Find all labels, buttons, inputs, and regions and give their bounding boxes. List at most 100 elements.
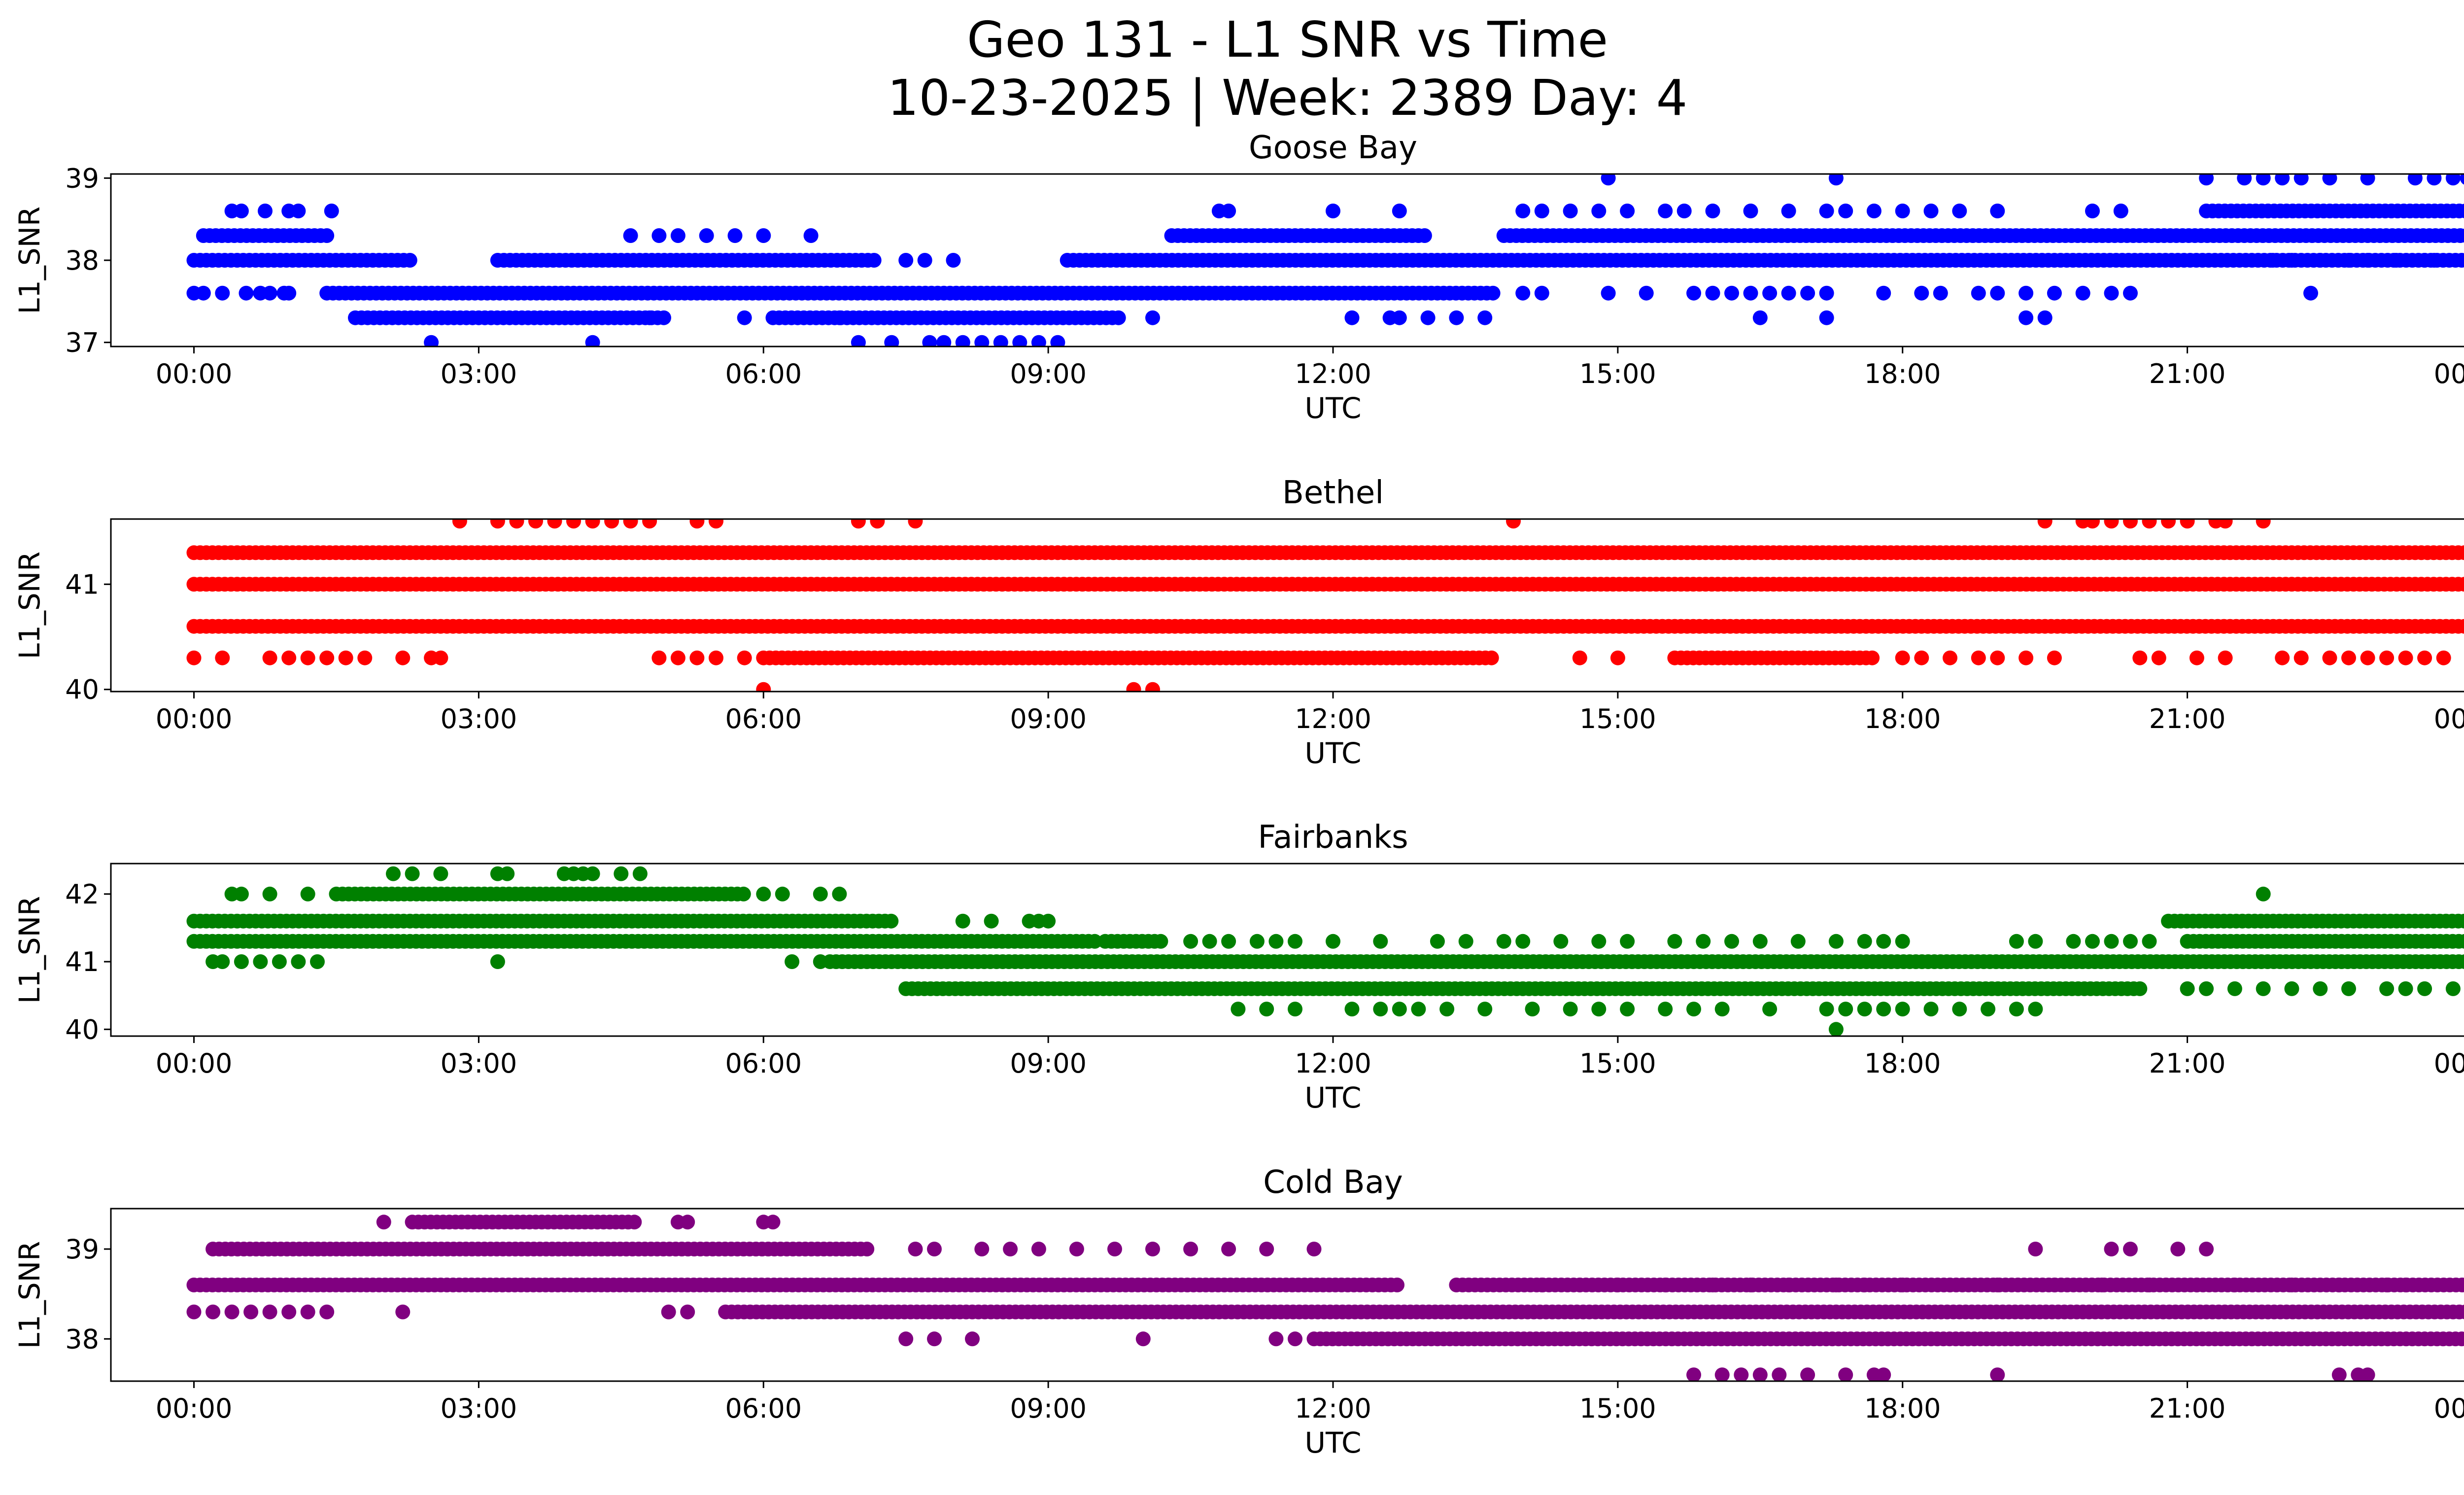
data-point <box>1003 1242 1018 1256</box>
data-point <box>2458 934 2464 949</box>
y-tick-label: 41 <box>65 946 99 977</box>
data-point <box>965 1331 980 1347</box>
data-point <box>234 954 249 969</box>
data-point <box>1990 1367 2005 1381</box>
data-point <box>1111 310 1126 325</box>
data-point <box>2123 1242 2138 1256</box>
data-point <box>2104 519 2119 529</box>
data-point <box>253 954 268 969</box>
data-point <box>1866 204 1882 218</box>
data-point <box>670 228 685 243</box>
x-tick-label: 09:00 <box>1010 1393 1087 1424</box>
y-axis-label: L1_SNR <box>13 896 46 1004</box>
data-point <box>1734 1367 1749 1381</box>
data-point <box>2284 1277 2299 1292</box>
data-point <box>1288 1002 1302 1017</box>
data-point <box>2019 650 2034 665</box>
data-point <box>2085 519 2100 529</box>
data-point <box>2132 650 2148 665</box>
x-tick-label: 06:00 <box>725 1393 802 1424</box>
data-point <box>2180 981 2195 996</box>
data-point <box>1183 934 1198 949</box>
data-point <box>2458 204 2464 218</box>
data-point <box>1373 934 1388 949</box>
data-point <box>1572 650 1587 665</box>
x-axis-label: UTC <box>1305 1426 1362 1460</box>
data-point <box>585 335 600 347</box>
x-tick-label: 18:00 <box>1864 703 1941 734</box>
data-point <box>2303 285 2318 301</box>
data-point <box>1601 285 1616 301</box>
data-point <box>2104 934 2119 949</box>
series-points <box>186 174 2464 347</box>
data-point <box>974 1242 990 1256</box>
data-point <box>859 1242 875 1256</box>
data-point <box>262 650 277 665</box>
data-point <box>2360 1367 2375 1381</box>
data-point <box>2104 1242 2119 1256</box>
data-point <box>2313 981 2328 996</box>
data-point <box>1153 934 1168 949</box>
data-point <box>1819 204 1834 218</box>
data-point <box>2341 650 2356 665</box>
data-point <box>851 519 866 529</box>
data-point <box>1895 204 1910 218</box>
data-point <box>1221 934 1236 949</box>
x-tick-label: 00:00 <box>2434 1048 2464 1079</box>
y-tick-label: 42 <box>65 879 99 910</box>
data-point <box>1620 204 1635 218</box>
x-tick-label: 00:00 <box>2434 1393 2464 1424</box>
data-point <box>2436 650 2451 665</box>
data-point <box>642 310 657 325</box>
data-point <box>2047 285 2062 301</box>
data-point <box>1221 204 1236 218</box>
data-point <box>2113 204 2128 218</box>
data-point <box>2445 174 2461 186</box>
data-point <box>1145 1242 1160 1256</box>
data-point <box>2360 650 2375 665</box>
data-point <box>1288 1331 1302 1347</box>
data-point <box>2189 650 2204 665</box>
data-point <box>2445 981 2461 996</box>
data-point <box>258 204 273 218</box>
data-point <box>1390 1277 1404 1292</box>
data-point <box>1714 1002 1730 1017</box>
data-point <box>395 1304 411 1320</box>
data-point <box>803 228 819 243</box>
data-point <box>2460 254 2464 267</box>
data-point <box>2460 174 2464 185</box>
data-point <box>614 866 629 881</box>
data-point <box>196 285 211 301</box>
data-point <box>215 954 230 969</box>
data-point <box>1087 934 1102 949</box>
data-point <box>239 285 254 301</box>
data-point <box>281 650 297 665</box>
data-point <box>291 954 306 969</box>
data-point <box>2085 204 2100 218</box>
data-point <box>2275 650 2290 665</box>
data-point <box>319 1304 335 1320</box>
data-point <box>186 650 202 665</box>
data-point <box>1876 1367 1891 1381</box>
data-point <box>2019 285 2034 301</box>
data-point <box>813 886 828 902</box>
data-point <box>1525 1002 1540 1017</box>
data-point <box>2019 310 2034 325</box>
data-point <box>1876 934 1891 949</box>
data-point <box>1971 285 1986 301</box>
data-point <box>922 335 937 347</box>
data-point <box>310 954 325 969</box>
x-tick-label: 09:00 <box>1010 358 1087 389</box>
panel-title: Cold Bay <box>1263 1164 1403 1201</box>
data-point <box>1705 204 1720 218</box>
data-point <box>2360 253 2375 268</box>
data-point <box>680 1304 695 1320</box>
data-point <box>2398 650 2413 665</box>
data-point <box>1828 934 1844 949</box>
data-point <box>1705 285 1720 301</box>
data-point <box>300 886 315 902</box>
data-point <box>1658 1277 1673 1292</box>
data-point <box>1249 934 1265 949</box>
y-tick-label: 38 <box>65 1323 99 1355</box>
data-point <box>884 335 899 347</box>
